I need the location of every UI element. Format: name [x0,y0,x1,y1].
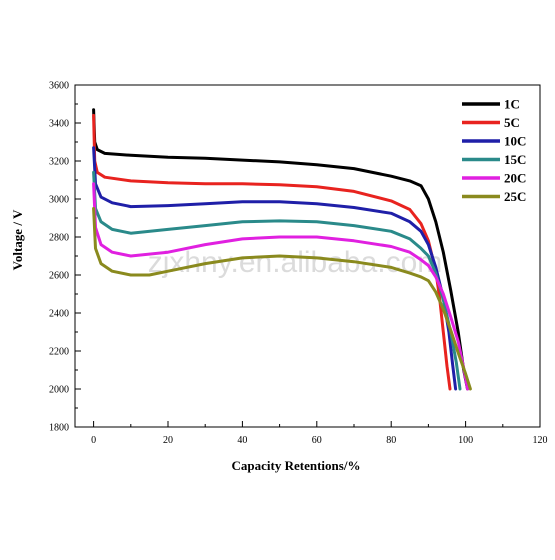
y-tick-label: 1800 [49,423,69,434]
x-tick-label: 0 [91,435,96,446]
x-axis-title: Capacity Retentions/% [232,458,361,473]
legend-label: 5C [504,115,520,130]
y-tick-label: 3600 [49,81,69,92]
series-line-5c [92,113,452,391]
x-tick-label: 100 [458,435,473,446]
x-tick-label: 120 [533,435,548,446]
y-axis-title: Voltage / V [10,209,25,270]
legend: 1C 5C 10C 15C 20C 25C [462,97,526,204]
legend-label: 25C [504,189,526,204]
y-tick-label: 2600 [49,271,69,282]
x-tick-label: 80 [386,435,396,446]
y-tick-label: 2200 [49,347,69,358]
y-tick-label: 3200 [49,157,69,168]
x-tick-label: 20 [163,435,173,446]
legend-label: 10C [504,134,526,149]
x-tick-label: 60 [312,435,322,446]
series-line-20c [92,182,469,391]
axis-ticks: 0 20 40 60 80 100 120 1800 2000 2200 2400 2600 2800 3… [49,81,548,447]
x-tick-label: 40 [237,435,247,446]
legend-label: 15C [504,152,526,167]
series-line-15c [92,170,462,391]
y-tick-label: 3400 [49,119,69,130]
series-line-1c [92,108,469,391]
y-tick-label: 2000 [49,385,69,396]
watermark-text: zjxhny.en.alibaba.com [148,246,443,279]
series-line-25c [92,207,472,391]
y-tick-label: 3000 [49,195,69,206]
series-lines [92,108,472,391]
legend-label: 20C [504,171,526,186]
y-tick-label: 2800 [49,233,69,244]
y-tick-label: 2400 [49,309,69,320]
legend-label: 1C [504,97,520,112]
